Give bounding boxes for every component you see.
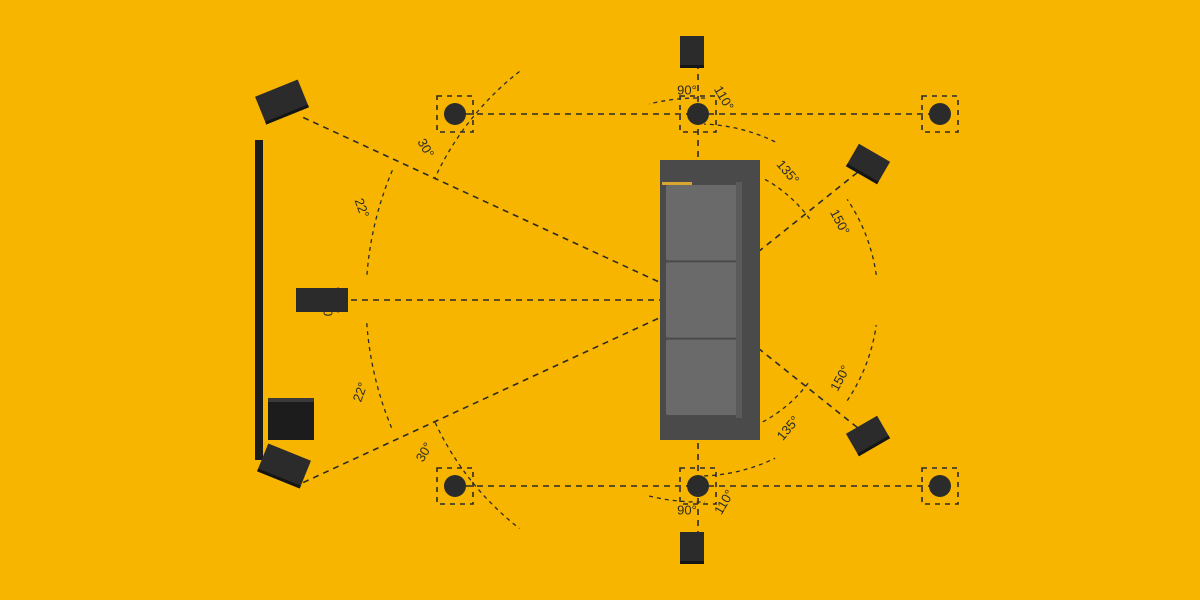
diagram-svg: [0, 0, 1200, 600]
speaker-layout-diagram: 0°22°22°30°30°90°90°110°110°135°135°150°…: [0, 0, 1200, 600]
